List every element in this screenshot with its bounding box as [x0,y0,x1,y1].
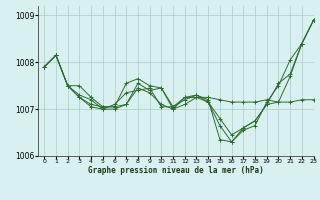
X-axis label: Graphe pression niveau de la mer (hPa): Graphe pression niveau de la mer (hPa) [88,166,264,175]
